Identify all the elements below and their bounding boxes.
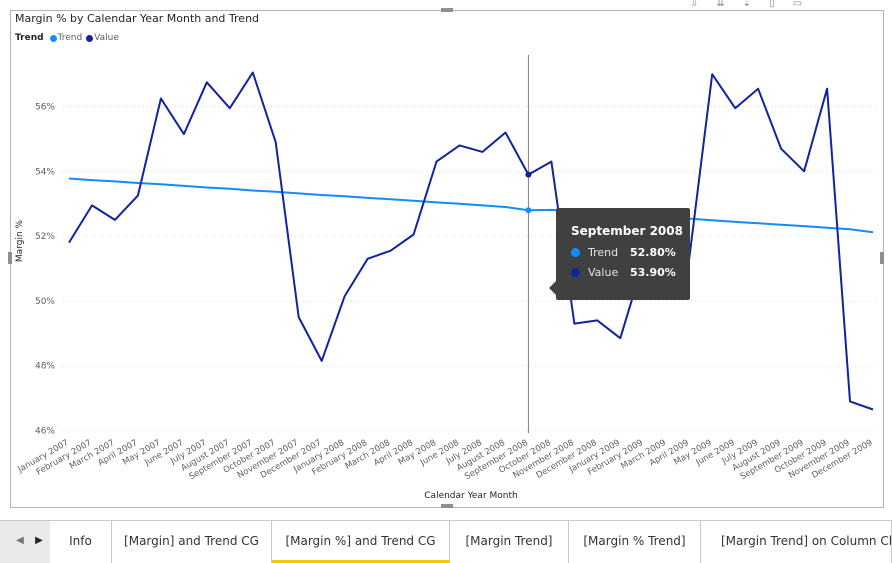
tab-margin-trend-cg[interactable]: [Margin] and Trend CG (112, 521, 272, 563)
tab-info[interactable]: Info (50, 521, 112, 563)
drill-down-icon[interactable]: ⇩ (690, 0, 699, 9)
y-tick-label: 48% (35, 362, 55, 372)
tooltip-value-value: 53.90% (630, 266, 676, 279)
legend-title: Trend (15, 33, 44, 43)
chevron-left-icon: ◀ (16, 535, 24, 546)
expand-all-icon[interactable]: ⇊ (716, 0, 725, 9)
y-tick-label: 54% (35, 167, 55, 177)
visual-header-icons: ⇩ ⇊ ⇣ ▯ ▭ (690, 0, 802, 9)
legend-dot-trend (49, 34, 57, 42)
x-axis-title: Calendar Year Month (424, 491, 517, 501)
tooltip-value-trend: 52.80% (630, 246, 676, 259)
tooltip-row-trend: Trend 52.80% (571, 246, 676, 259)
legend-label-value: Value (94, 33, 119, 43)
resize-handle-left[interactable] (8, 252, 12, 264)
legend-label-trend: Trend (57, 33, 83, 43)
tooltip-row-value: Value 53.90% (571, 266, 676, 279)
tab-margin-pct-trend[interactable]: [Margin % Trend] (569, 521, 701, 563)
tooltip-label-value: Value (588, 266, 619, 279)
tab-next-button[interactable]: ▶ (31, 531, 47, 551)
chart-tooltip: September 2008 Trend 52.80% Value 53.90% (549, 208, 690, 300)
resize-handle-bottom[interactable] (441, 504, 453, 508)
y-tick-label: 56% (35, 103, 55, 113)
report-canvas: ⇩ ⇊ ⇣ ▯ ▭ Margin % by Calendar Year Mont… (0, 0, 892, 520)
visual-title: Margin % by Calendar Year Month and Tren… (15, 12, 260, 25)
resize-handle-right[interactable] (880, 252, 884, 264)
focus-mode-icon[interactable]: ▭ (792, 0, 803, 9)
legend-item-value[interactable]: Value (86, 33, 119, 43)
chart-legend: Trend Trend Value (15, 33, 119, 43)
tab-margin-pct-trend-cg[interactable]: [Margin %] and Trend CG (272, 521, 450, 563)
highlight-marker-value (525, 171, 532, 178)
tooltip-arrow (549, 281, 556, 295)
legend-dot-value (86, 34, 94, 42)
tooltip-label-trend: Trend (588, 246, 619, 259)
page-tab-bar: ◀ ▶ Info [Margin] and Trend CG [Margin %… (0, 520, 892, 563)
highlight-marker-trend (525, 207, 532, 214)
y-tick-label: 50% (35, 297, 55, 307)
tab-margin-trend[interactable]: [Margin Trend] (450, 521, 569, 563)
chevron-right-icon: ▶ (35, 535, 43, 546)
y-tick-label: 46% (35, 427, 55, 437)
expand-next-icon[interactable]: ⇣ (742, 0, 752, 9)
tooltip-dot-trend (571, 248, 580, 257)
tooltip-dot-value (571, 268, 580, 277)
tab-margin-trend-column[interactable]: [Margin Trend] on Column Chart (701, 521, 892, 563)
y-axis-title: Margin % (15, 219, 25, 262)
tooltip-title: September 2008 (571, 224, 683, 238)
legend-item-trend[interactable]: Trend (49, 33, 83, 43)
pin-icon[interactable]: ▯ (769, 0, 775, 9)
y-tick-label: 52% (35, 232, 55, 242)
resize-handle-top[interactable] (441, 8, 453, 12)
series-line-value (68, 71, 874, 411)
series-line-trend (68, 177, 874, 234)
tab-prev-button[interactable]: ◀ (12, 531, 28, 551)
